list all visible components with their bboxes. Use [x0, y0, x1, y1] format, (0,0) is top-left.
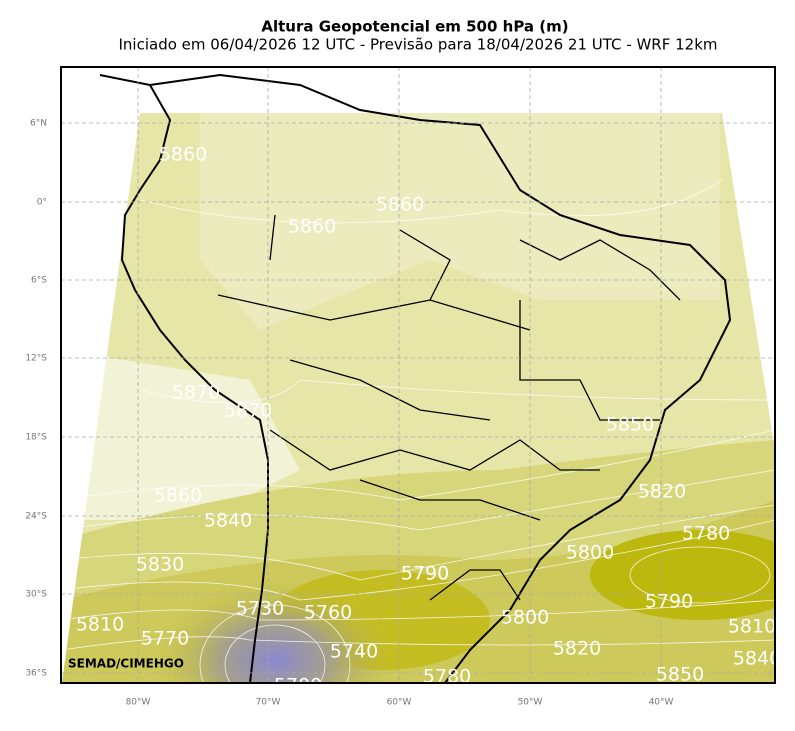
contour-label: 5810 — [728, 616, 776, 638]
contour-label: 5800 — [566, 542, 614, 564]
contour-label: 5740 — [330, 641, 378, 663]
contour-label: 5780 — [682, 523, 730, 545]
contour-label: 5780 — [423, 666, 471, 688]
contour-label: 5820 — [638, 481, 686, 503]
contour-label: 5760 — [304, 602, 352, 624]
contour-label: 5770 — [141, 628, 189, 650]
lat-label: 6°S — [31, 276, 47, 286]
contour-label: 5790 — [401, 563, 449, 585]
contour-label: 5870 — [172, 382, 220, 404]
title: Altura Geopotencial em 500 hPa (m) — [261, 18, 568, 36]
coastline — [99, 73, 732, 683]
contour-label: 5860 — [288, 216, 336, 238]
lon-label: 60°W — [387, 698, 412, 708]
credit: SEMAD/CIMEHGO — [68, 657, 184, 671]
lon-label: 40°W — [649, 698, 674, 708]
graticule — [61, 67, 775, 683]
contour-label: 5810 — [76, 614, 124, 636]
contour-label: 5800 — [501, 607, 549, 629]
lon-label: 80°W — [126, 698, 151, 708]
lat-label: 30°S — [25, 590, 47, 600]
borders — [217, 214, 681, 601]
contour-label: 5700 — [274, 675, 322, 697]
contour-label: 5870 — [224, 400, 272, 422]
subtitle: Iniciado em 06/04/2026 12 UTC - Previsão… — [118, 36, 717, 54]
lon-label: 50°W — [518, 698, 543, 708]
lat-label: 36°S — [25, 669, 47, 679]
frame — [60, 66, 776, 684]
axes-labels: 6°N 0° 6°S 12°S 18°S 24°S 30°S 36°S 80°W 70°W 60°W… — [25, 119, 673, 708]
contour-label: 5860 — [376, 194, 424, 216]
lat-label: 24°S — [25, 512, 47, 522]
map-area: 5860586058605870587058505820578058605840… — [61, 67, 781, 697]
contour-label: 5830 — [136, 554, 184, 576]
lon-label: 70°W — [256, 698, 281, 708]
contour-label: 5840 — [204, 510, 252, 532]
contour-labels: 5860586058605870587058505820578058605840… — [76, 144, 781, 697]
contour-label: 5790 — [645, 591, 693, 613]
contour-label: 5820 — [553, 638, 601, 660]
lat-label: 12°S — [25, 354, 47, 364]
lat-label: 6°N — [30, 119, 47, 129]
contour-label: 5850 — [606, 414, 654, 436]
lat-label: 0° — [37, 198, 47, 208]
contour-label: 5860 — [159, 144, 207, 166]
contour-label: 5840 — [733, 648, 781, 670]
field — [62, 113, 775, 683]
lat-label: 18°S — [25, 433, 47, 443]
contour-label: 5730 — [236, 598, 284, 620]
contour-label: 5860 — [154, 485, 202, 507]
contour-label: 5850 — [656, 664, 704, 686]
